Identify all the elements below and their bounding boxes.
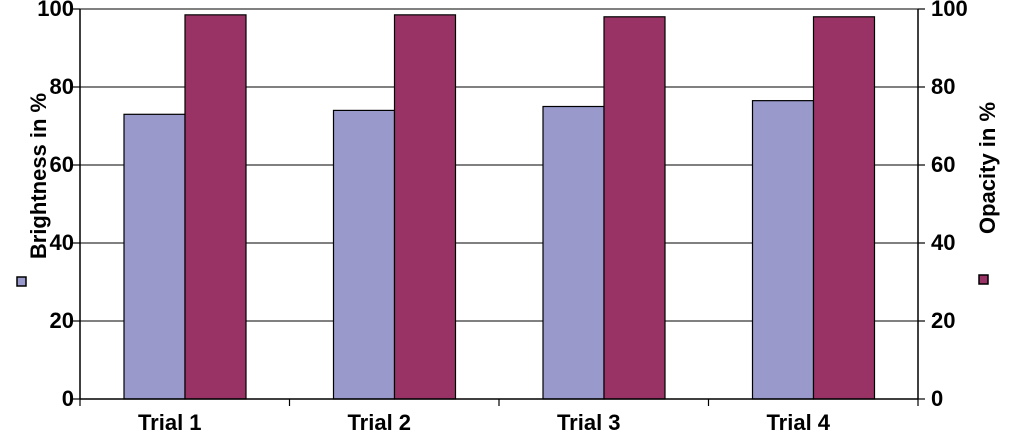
left-tick-label-40: 40 [50,230,74,255]
left-axis-ticks: 0 20 40 60 80 100 [37,0,80,411]
right-tick-label-20: 20 [931,308,955,333]
left-axis-title: Brightness in % [26,93,51,259]
right-tick-label-80: 80 [931,74,955,99]
left-tick-label-100: 100 [37,0,74,21]
left-legend-key [16,276,27,287]
category-label-2: Trial 2 [347,410,411,435]
axes [79,9,919,406]
right-axis-ticks: 0 20 40 60 80 100 [918,0,968,411]
bars [123,14,876,400]
left-tick-label-60: 60 [50,152,74,177]
bar-brightness-2 [332,109,396,400]
category-labels: Trial 1 Trial 2 Trial 3 Trial 4 [138,410,831,435]
category-label-3: Trial 3 [557,410,621,435]
left-tick-label-20: 20 [50,308,74,333]
right-legend-key [978,274,989,285]
left-axis-title-group: Brightness in % [16,93,51,287]
bar-brightness-3 [542,105,605,400]
category-label-1: Trial 1 [138,410,202,435]
right-tick-label-60: 60 [931,152,955,177]
right-tick-label-40: 40 [931,230,955,255]
right-tick-label-100: 100 [931,0,968,21]
right-axis-title-group: Opacity in % [975,102,1000,285]
bar-brightness-4 [751,100,815,400]
right-tick-label-0: 0 [931,386,943,411]
bar-opacity-3 [603,16,666,400]
left-tick-label-0: 0 [62,386,74,411]
bar-brightness-1 [123,113,186,400]
left-tick-label-80: 80 [50,74,74,99]
category-label-4: Trial 4 [766,410,830,435]
bar-opacity-4 [812,16,876,400]
bar-opacity-1 [184,14,247,400]
right-axis-title: Opacity in % [975,102,1000,234]
bar-opacity-2 [393,14,457,400]
